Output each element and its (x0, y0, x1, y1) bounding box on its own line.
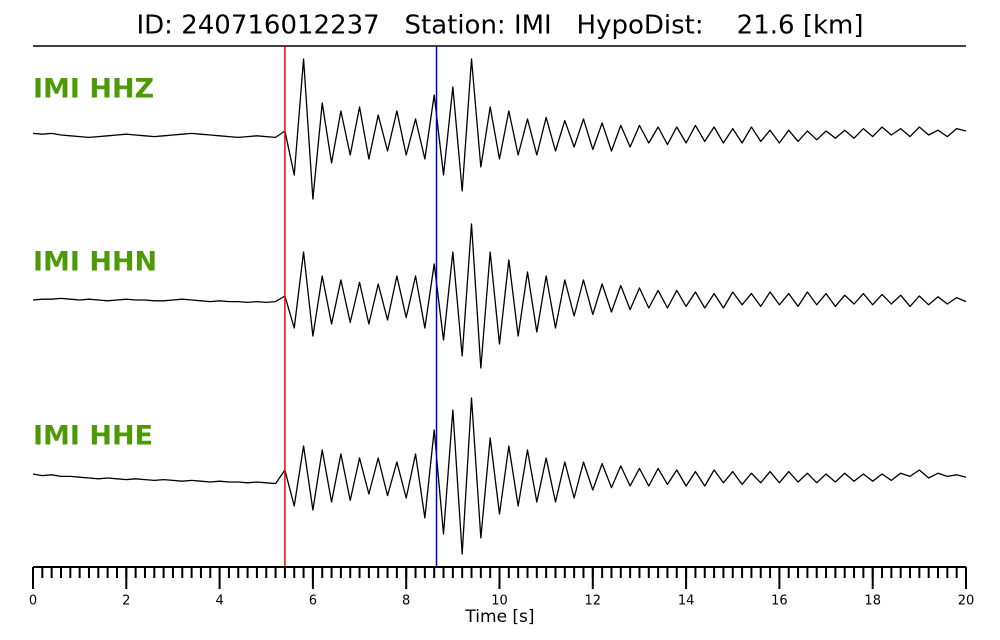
waveform (32, 397, 967, 555)
x-tick-label: 10 (491, 594, 508, 609)
x-tick-label: 4 (215, 594, 223, 609)
x-tick-label: 8 (402, 594, 410, 609)
trace-label: IMI HHZ (33, 74, 154, 105)
x-tick-label: 20 (958, 594, 975, 609)
x-tick-label: 2 (122, 594, 130, 609)
x-tick-label: 14 (678, 594, 695, 609)
waveform (32, 223, 967, 369)
x-tick-label: 18 (864, 594, 881, 609)
waveform (32, 58, 967, 200)
x-tick-label: 0 (29, 594, 37, 609)
trace-label: IMI HHN (33, 247, 157, 278)
chart-title: ID: 240716012237 Station: IMI HypoDist: … (136, 11, 863, 41)
trace-label: IMI HHE (33, 421, 153, 452)
x-axis-label: Time [s] (464, 607, 534, 627)
x-tick-label: 6 (309, 594, 317, 609)
x-tick-label: 12 (585, 594, 602, 609)
x-tick-label: 16 (771, 594, 788, 609)
